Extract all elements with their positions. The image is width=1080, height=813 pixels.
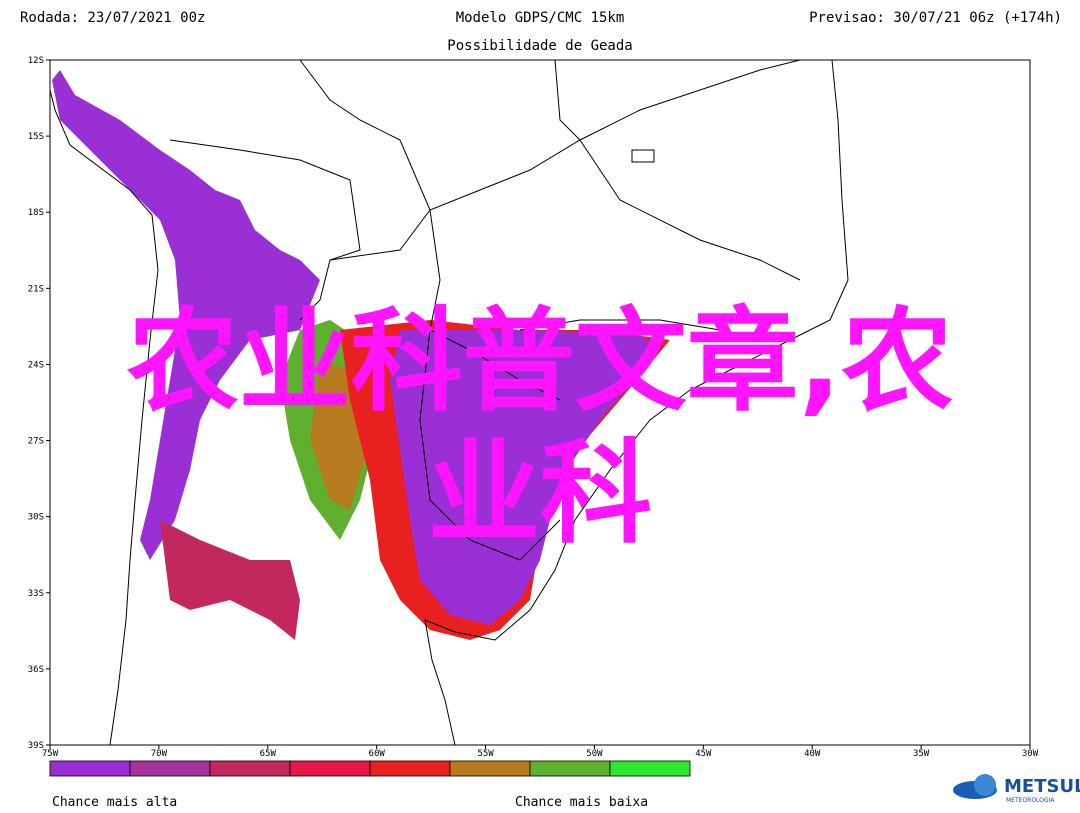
legend-high-label: Chance mais alta (52, 795, 177, 810)
map-frame (49, 59, 1031, 746)
forecast-label: Previsao: 30/07/21 06z (+174h) (809, 10, 1062, 26)
logo-globe (974, 774, 996, 796)
legend-swatch (129, 760, 211, 777)
lat-label: 24S (28, 360, 44, 370)
lat-label: 36S (28, 665, 44, 675)
model-label: Modelo GDPS/CMC 15km (456, 10, 625, 26)
lon-label: 75W (42, 749, 59, 759)
lat-label: 15S (28, 132, 44, 142)
legend-swatch (449, 760, 531, 777)
lon-label: 40W (804, 749, 821, 759)
watermark-line: 业科 (428, 429, 652, 559)
lat-label: 39S (28, 741, 44, 751)
lon-label: 30W (1022, 749, 1039, 759)
lon-label: 50W (586, 749, 603, 759)
lat-label: 21S (28, 284, 44, 294)
lon-label: 35W (913, 749, 930, 759)
lon-label: 70W (151, 749, 168, 759)
lat-label: 30S (28, 513, 44, 523)
legend-swatch (609, 760, 691, 777)
logo-name: METSUL (1004, 776, 1080, 797)
lat-label: 18S (28, 208, 44, 218)
borders (49, 59, 849, 746)
legend-swatch (529, 760, 611, 777)
legend-swatch (49, 760, 131, 777)
run-label: Rodada: 23/07/2021 00z (20, 10, 205, 26)
logo-tagline: METEOROLOGIA (1006, 797, 1055, 804)
legend-swatch (289, 760, 371, 777)
lon-label: 45W (695, 749, 712, 759)
lon-label: 55W (477, 749, 494, 759)
lon-label: 65W (260, 749, 277, 759)
lat-label: 12S (28, 56, 44, 66)
legend-low-label: Chance mais baixa (515, 795, 648, 810)
lat-label: 27S (28, 437, 44, 447)
legend-swatch (209, 760, 291, 777)
logo: METSUL METEOROLOGIA (953, 774, 1080, 804)
subtitle: Possibilidade de Geada (447, 38, 632, 54)
watermark-line: 农业科普文章,农 (127, 297, 954, 427)
lat-label: 33S (28, 589, 44, 599)
lon-label: 60W (369, 749, 386, 759)
legend-swatch (369, 760, 451, 777)
